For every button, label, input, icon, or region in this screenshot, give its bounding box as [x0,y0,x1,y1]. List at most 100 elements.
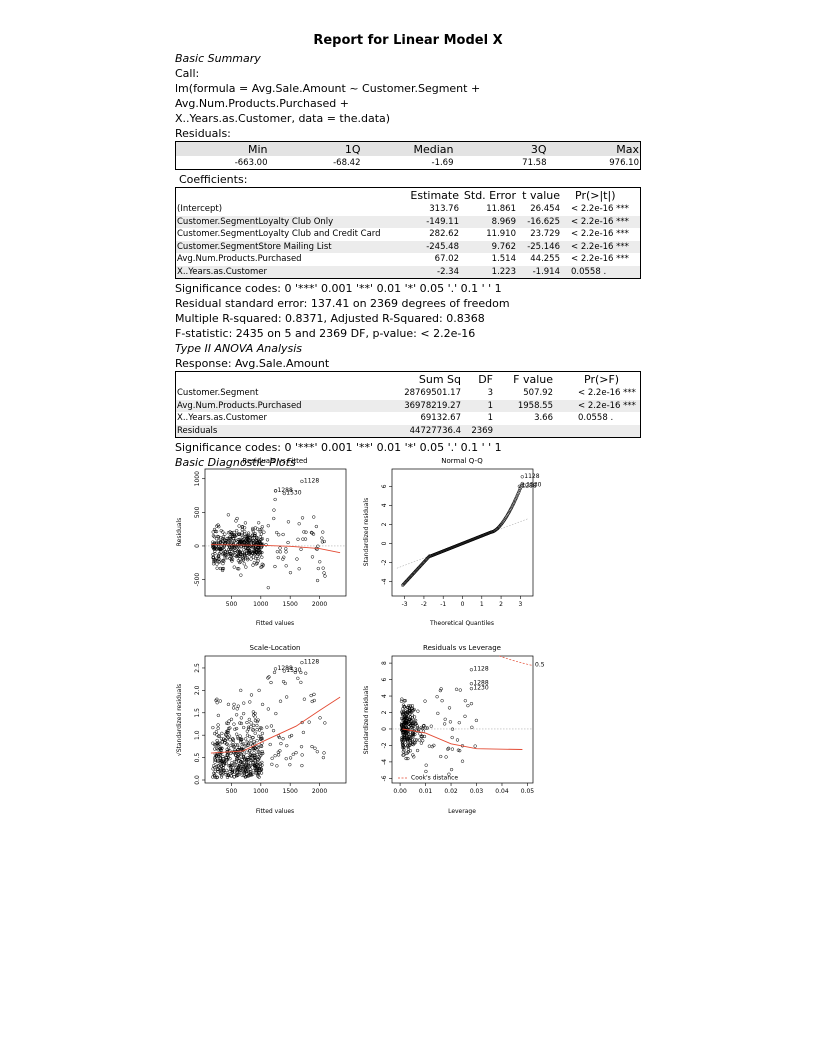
data-point [242,540,247,545]
data-point [215,566,219,570]
data-point [318,716,322,720]
data-point [224,733,228,737]
data-point [425,726,429,730]
data-point [245,729,249,733]
call-line-2: X..Years.as.Customer, data = the.data) [175,112,391,125]
plots-heading: Basic Diagnostic Plots [175,456,296,469]
data-point [241,556,245,561]
data-point [236,753,240,757]
data-point [293,670,297,675]
data-point [224,721,229,725]
report-title: Report for Linear Model X [313,33,503,48]
data-point [233,727,237,731]
point-label: 1530 [286,667,301,674]
x-tick-label: 0 [461,601,465,608]
data-point [231,706,236,710]
data-point [256,750,261,754]
residuals-header-3q: 3Q [454,141,548,156]
y-tick-label: 0 [194,544,201,548]
data-point [251,529,255,533]
y-tick-label: -2 [381,559,388,565]
data-point [260,550,264,555]
residuals-vs-fitted-plot: Residuals vs Fitted Fitted values Residu… [176,457,347,627]
data-point [300,516,305,520]
data-point [238,551,243,555]
point-label: 1288 [521,482,536,489]
coef-name: Customer.SegmentStore Mailing List [175,240,398,253]
anova-sumsq: 44727736.4 [398,424,462,438]
anova-pvalue: < 2.2e-16 *** [578,388,636,399]
anova-df: 1 [487,413,493,424]
data-point [275,764,279,768]
data-point [218,699,222,703]
data-point [273,497,277,502]
data-point [284,564,288,568]
data-point [211,556,216,560]
data-point [212,535,217,539]
data-point [266,707,270,711]
data-point [424,769,428,774]
data-point [520,481,524,486]
data-point [303,537,308,541]
data-point [282,491,286,496]
data-point [400,730,405,734]
data-point [405,717,409,721]
coef-name: Avg.Num.Products.Purchased [177,254,302,265]
data-point [427,744,432,748]
data-point [454,687,459,691]
data-point [259,744,263,748]
data-point [273,489,278,493]
coef-pvalue: < 2.2e-16 *** [571,254,629,265]
data-point [222,761,227,765]
data-point [229,555,233,559]
data-point [302,530,306,534]
call-label: Call: [175,67,200,80]
data-point [282,555,286,559]
data-point [240,533,244,537]
point-label: 1288 [278,487,293,494]
table-row: X..Years.as.Customer -2.34 1.223 -1.914 … [175,265,641,279]
data-point [255,561,259,565]
data-point [242,761,246,765]
call-line-1: lm(formula = Avg.Sale.Amount ~ Customer.… [175,82,484,110]
data-point [230,531,234,535]
anova-name: Customer.Segment [177,388,259,399]
data-point [470,725,474,729]
data-point [215,697,219,701]
data-point [213,769,217,774]
data-point [225,768,229,773]
data-point [458,749,462,753]
data-point [211,767,215,771]
data-point [215,741,219,745]
data-point [246,540,250,544]
data-point [251,538,255,542]
data-point [251,723,256,728]
signif-codes-anova: Significance codes: 0 '***' 0.001 '**' 0… [175,441,502,454]
data-point [299,680,303,685]
coef-tvalue: 44.255 [530,254,560,265]
data-point [220,731,224,736]
data-point [218,547,223,551]
data-point [211,534,216,538]
data-point [258,551,262,555]
data-point [230,770,235,774]
residuals-label: Residuals: [175,127,231,140]
data-point [223,549,228,554]
data-point [254,556,258,561]
data-point [229,743,233,747]
data-point [228,551,232,556]
data-point [212,764,216,768]
table-row: X..Years.as.Customer 69132.67 1 3.66 0.0… [176,412,641,425]
data-point [458,688,462,692]
response-line: Response: Avg.Sale.Amount [175,357,330,370]
coef-tvalue: -25.146 [517,240,561,253]
y-axis-label: Standardized residuals [363,686,370,754]
data-point [249,771,253,776]
diagnostic-plots-svg: Residuals vs Fitted Fitted values Residu… [176,457,545,815]
data-point [435,695,439,699]
f-statistic: F-statistic: 2435 on 5 and 2369 DF, p-va… [175,327,476,340]
coef-pvalue: < 2.2e-16 *** [571,204,629,215]
anova-pvalue: < 2.2e-16 *** [554,399,641,412]
data-point [228,726,232,730]
data-point [447,706,452,710]
